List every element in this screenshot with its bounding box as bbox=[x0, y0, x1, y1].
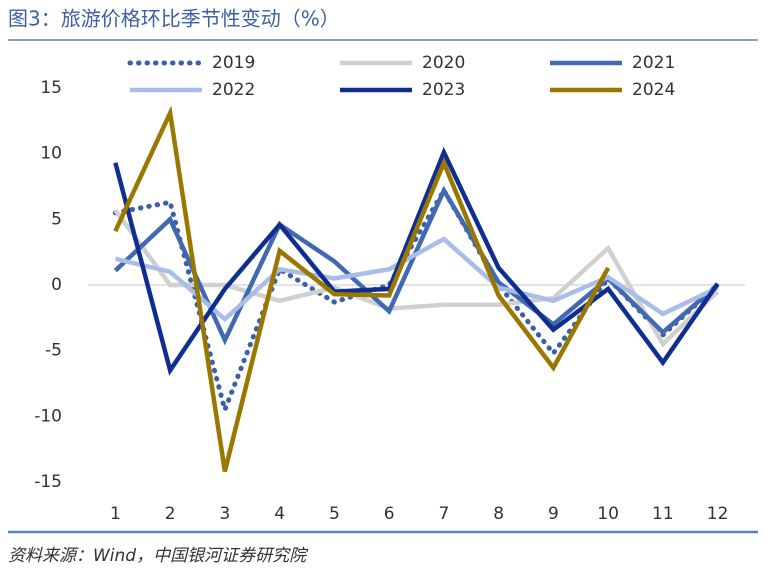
legend-label: 2022 bbox=[212, 80, 255, 100]
y-tick-label: -10 bbox=[34, 406, 62, 426]
legend-label: 2019 bbox=[212, 53, 255, 73]
legend-label: 2020 bbox=[422, 53, 465, 73]
series-line bbox=[114, 236, 719, 323]
x-tick-label: 4 bbox=[274, 504, 285, 524]
legend-label: 2024 bbox=[632, 80, 675, 100]
x-tick-label: 2 bbox=[165, 504, 176, 524]
y-tick-label: 15 bbox=[40, 78, 62, 98]
x-tick-label: 10 bbox=[597, 504, 619, 524]
x-tick-label: 9 bbox=[548, 504, 559, 524]
series-line bbox=[113, 185, 720, 346]
y-tick-label: 0 bbox=[51, 275, 62, 295]
source-note: 资料来源：Wind，中国银河证券研究院 bbox=[8, 546, 309, 566]
y-tick-label: -15 bbox=[34, 472, 62, 492]
series-line bbox=[113, 105, 611, 473]
x-tick-label: 1 bbox=[110, 504, 121, 524]
y-tick-label: -5 bbox=[45, 341, 62, 361]
x-tick-label: 6 bbox=[384, 504, 395, 524]
y-tick-label: 5 bbox=[51, 209, 62, 229]
series-line bbox=[113, 146, 720, 376]
x-tick-label: 8 bbox=[493, 504, 504, 524]
x-tick-label: 7 bbox=[438, 504, 449, 524]
series-line bbox=[113, 208, 720, 348]
legend-label: 2023 bbox=[422, 80, 465, 100]
legend-label: 2021 bbox=[632, 53, 675, 73]
x-tick-label: 11 bbox=[652, 504, 674, 524]
y-tick-label: 10 bbox=[40, 144, 62, 164]
x-tick-label: 5 bbox=[329, 504, 340, 524]
x-tick-label: 3 bbox=[219, 504, 230, 524]
x-tick-label: 12 bbox=[707, 504, 729, 524]
chart-title: 图3：旅游价格环比季节性变动（%） bbox=[8, 7, 340, 31]
